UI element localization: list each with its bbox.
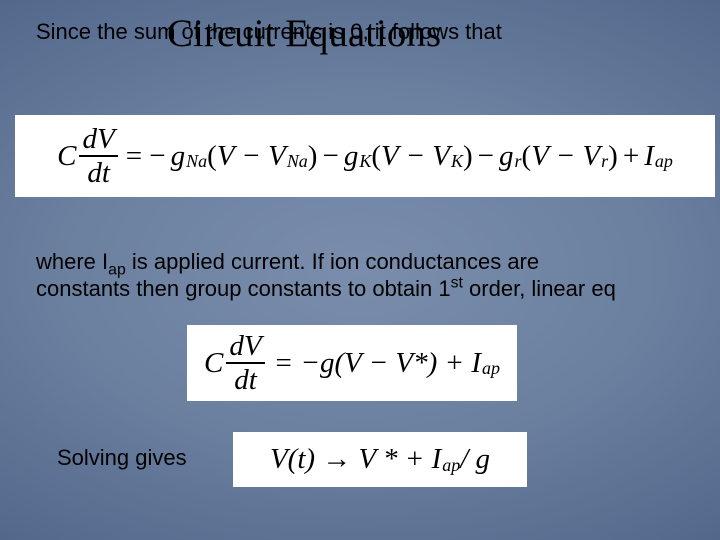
eq1-g0-sub: Na bbox=[186, 151, 207, 172]
body-text-3: Solving gives bbox=[57, 445, 187, 471]
eq1-in2s: r bbox=[601, 151, 608, 172]
eq1-rpar2: ) bbox=[608, 140, 618, 173]
slide-title: Circuit Equations bbox=[167, 11, 441, 56]
eq1-in1a: V − V bbox=[381, 140, 450, 173]
eq3-a: V(t) → V * + I bbox=[270, 443, 441, 476]
eq1-in2a: V − V bbox=[531, 140, 600, 173]
eq1-tail-sub: ap bbox=[655, 151, 673, 172]
eq1-eq-sign: = − bbox=[126, 140, 166, 173]
eq1-g0: g bbox=[171, 140, 186, 173]
eq1-g2: g bbox=[499, 140, 514, 173]
eq2-rhs: = −g(V − V*) + I bbox=[274, 347, 481, 380]
eq1-lpar1: ( bbox=[371, 140, 381, 173]
eq1-lpar0: ( bbox=[207, 140, 217, 173]
body2b-sup: st bbox=[451, 275, 463, 292]
eq1-g2-sub: r bbox=[515, 151, 522, 172]
eq2-coeff: C bbox=[204, 347, 223, 380]
eq1-coeff: C bbox=[57, 140, 76, 173]
eq2-den: dt bbox=[231, 365, 260, 395]
body2b-a: constants then group constants to obtain… bbox=[36, 276, 451, 301]
equation-3: V(t) → V * + Iap / g bbox=[233, 432, 527, 487]
eq2-rhs-sub: ap bbox=[482, 358, 500, 379]
equation-2: C dV dt = −g(V − V*) + Iap bbox=[187, 325, 517, 401]
body-text-2a: where Iap is applied current. If ion con… bbox=[36, 249, 539, 275]
eq1-in0s: Na bbox=[287, 151, 308, 172]
eq1-den: dt bbox=[84, 158, 113, 188]
body-text-2b: constants then group constants to obtain… bbox=[36, 276, 616, 302]
eq1-tail-sym: I bbox=[644, 140, 654, 173]
body2b-b: order, linear eq bbox=[463, 276, 616, 301]
eq1-rpar0: ) bbox=[308, 140, 318, 173]
eq1-tail-sign: + bbox=[623, 140, 639, 173]
eq1-in0a: V − V bbox=[217, 140, 286, 173]
eq3-b: / g bbox=[460, 443, 490, 476]
body2-a: where I bbox=[36, 249, 108, 274]
eq1-num: dV bbox=[79, 124, 117, 154]
eq1-lpar2: ( bbox=[522, 140, 532, 173]
eq2-fraction: dV dt bbox=[226, 331, 264, 396]
eq1-fraction: dV dt bbox=[79, 124, 117, 189]
eq1-g1: g bbox=[344, 140, 359, 173]
eq1-sign1: − bbox=[322, 140, 338, 173]
body2-b: is applied current. If ion conductances … bbox=[126, 249, 539, 274]
eq2-num: dV bbox=[226, 331, 264, 361]
eq1-g1-sub: K bbox=[359, 151, 371, 172]
equation-1: C dV dt = − gNa (V − VNa) − gK (V − VK) … bbox=[15, 115, 715, 197]
eq1-rpar1: ) bbox=[463, 140, 473, 173]
eq1-in1s: K bbox=[451, 151, 463, 172]
eq3-sub: ap bbox=[442, 455, 460, 476]
eq1-sign2: − bbox=[478, 140, 494, 173]
